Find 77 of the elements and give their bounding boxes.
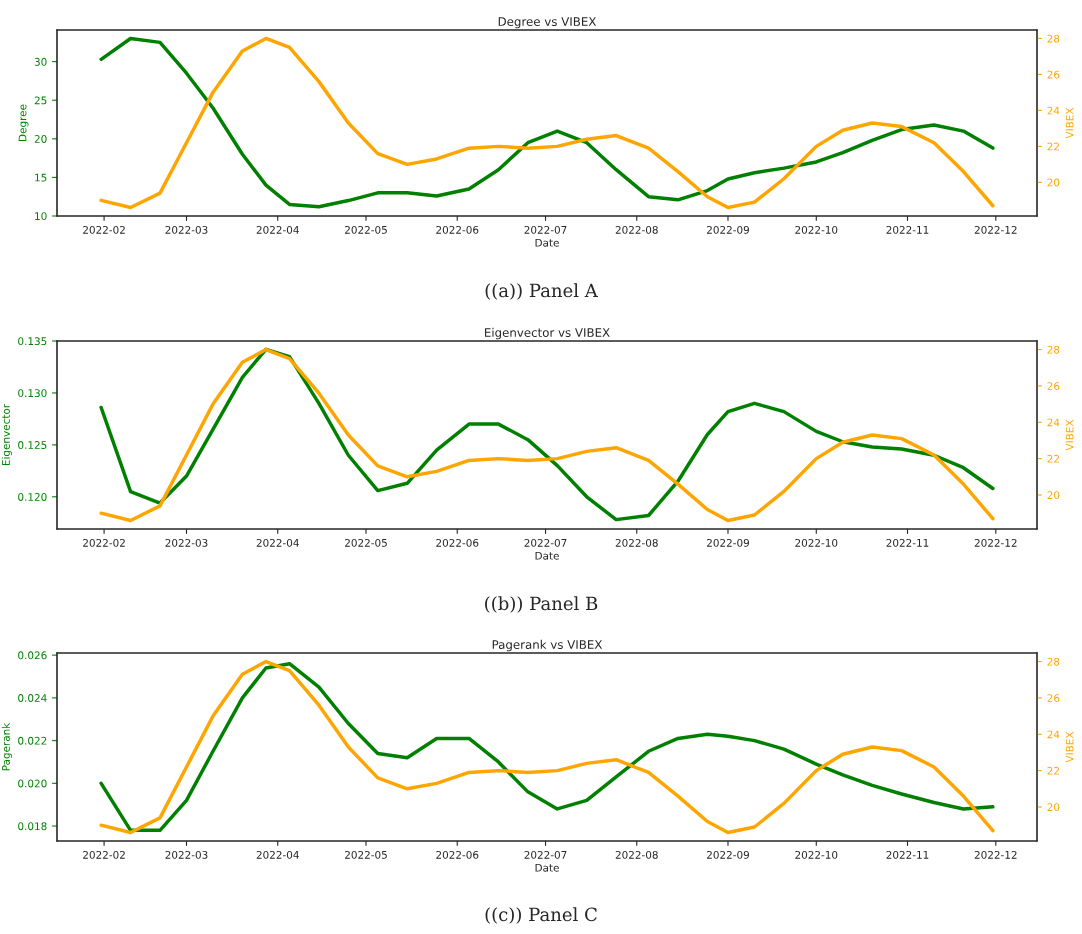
y-tick-label: 0.018: [18, 822, 47, 831]
x-tick-label: 2022-04: [256, 850, 299, 859]
x-tick-label: 2022-08: [615, 225, 658, 234]
y-tick-label: 0.130: [18, 389, 47, 398]
y-tick-label: 0.022: [18, 736, 47, 745]
y2-tick-label: 20: [1047, 178, 1060, 187]
x-axis-title: Date: [535, 551, 559, 560]
x-tick-label: 2022-05: [345, 225, 387, 234]
y2-axis-title: VIBEX: [1065, 731, 1074, 763]
y2-tick-label: 22: [1047, 142, 1059, 151]
y-tick-label: 0.020: [18, 779, 47, 788]
y-axis-title: Eigenvector: [1, 403, 12, 466]
x-tick-label: 2022-10: [795, 225, 838, 234]
y-tick-label: 30: [34, 57, 47, 66]
y2-tick-label: 20: [1047, 803, 1060, 812]
y-tick-label: 10: [35, 212, 47, 221]
x-tick-label: 2022-10: [795, 850, 838, 859]
x-tick-label: 2022-11: [886, 850, 929, 859]
x-tick-label: 2022-11: [886, 225, 929, 234]
x-tick-label: 2022-11: [886, 538, 929, 547]
y2-tick-label: 26: [1047, 694, 1060, 703]
x-tick-label: 2022-06: [436, 850, 479, 859]
y2-tick-label: 20: [1047, 491, 1060, 500]
text: ((a)) Panel A: [485, 283, 598, 300]
x-tick-label: 2022-08: [615, 850, 658, 859]
y2-tick-label: 26: [1047, 70, 1060, 79]
x-tick-label: 2022-02: [83, 850, 125, 859]
x-tick-label: 2022-12: [974, 225, 1017, 234]
y2-tick-label: 28: [1047, 657, 1060, 666]
x-tick-label: 2022-10: [795, 538, 838, 547]
x-tick-label: 2022-09: [706, 225, 750, 234]
y-axis-title: Pagerank: [1, 722, 12, 771]
y2-axis-title: VIBEX: [1065, 419, 1074, 451]
x-axis-title: Date: [535, 238, 559, 247]
x-tick-label: 2022-06: [436, 225, 479, 234]
y-tick-label: 0.026: [18, 651, 47, 660]
y-tick-label: 0.125: [18, 441, 47, 449]
y2-tick-label: 28: [1047, 34, 1060, 43]
x-tick-label: 2022-02: [83, 538, 125, 547]
x-tick-label: 2022-09: [706, 538, 750, 547]
chart-title: Pagerank vs VIBEX: [492, 639, 603, 652]
x-tick-label: 2022-03: [165, 538, 208, 547]
y-tick-label: 25: [34, 96, 47, 105]
x-tick-label: 2022-07: [524, 850, 567, 859]
x-tick-label: 2022-05: [345, 850, 387, 859]
chart-title: Degree vs VIBEX: [498, 17, 597, 29]
x-tick-label: 2022-12: [974, 538, 1017, 547]
x-tick-label: 2022-08: [615, 538, 658, 547]
x-tick-label: 2022-07: [524, 225, 567, 234]
y-tick-label: 0.135: [18, 337, 47, 346]
y2-tick-label: 22: [1047, 766, 1059, 775]
y-tick-label: 20: [34, 135, 47, 143]
y2-tick-label: 22: [1047, 454, 1059, 463]
y-tick-label: 15: [35, 173, 47, 182]
y2-tick-label: 24: [1047, 730, 1060, 739]
y2-tick-label: 24: [1047, 418, 1060, 427]
x-tick-label: 2022-03: [165, 850, 208, 859]
y-axis-title: Degree: [18, 104, 29, 141]
text: ((b)) Panel B: [485, 596, 598, 613]
x-tick-label: 2022-05: [345, 538, 387, 547]
y2-tick-label: 28: [1047, 345, 1060, 354]
x-tick-label: 2022-04: [256, 225, 299, 234]
y-tick-label: 0.120: [18, 493, 47, 501]
x-tick-label: 2022-12: [974, 850, 1017, 859]
y2-axis-title: VIBEX: [1065, 107, 1074, 139]
y2-tick-label: 26: [1047, 382, 1060, 391]
y2-tick-label: 24: [1047, 106, 1060, 115]
x-axis-title: Date: [535, 863, 559, 872]
x-tick-label: 2022-04: [256, 538, 299, 547]
chart-title: Eigenvector vs VIBEX: [485, 327, 610, 340]
y-tick-label: 0.024: [18, 694, 47, 702]
x-tick-label: 2022-09: [706, 850, 750, 859]
x-tick-label: 2022-03: [165, 225, 208, 234]
x-tick-label: 2022-02: [83, 225, 125, 234]
text: ((c)) Panel C: [485, 907, 597, 924]
x-tick-label: 2022-06: [436, 538, 479, 547]
x-tick-label: 2022-07: [524, 538, 567, 547]
